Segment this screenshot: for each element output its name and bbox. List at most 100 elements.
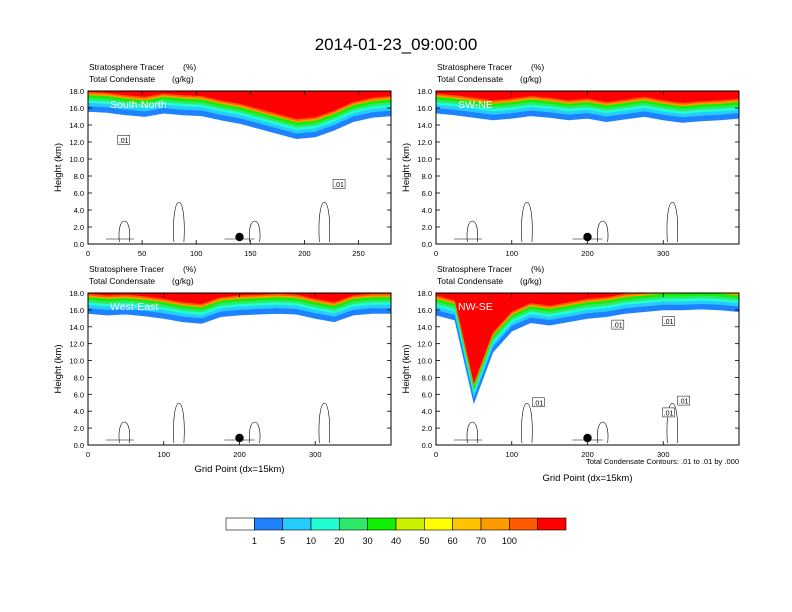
panel-3-field: West-East — [88, 293, 391, 445]
panel-3-ylabel: Height (km) — [53, 344, 64, 393]
panels: .01 .01 South-North Stratosphere Tracer (%) T… — [53, 62, 740, 484]
panel-2-ytick-label-2: 4.0 — [422, 206, 432, 215]
panel-1-location-marker — [235, 232, 244, 242]
panel-4-xtick-label-3: 300 — [657, 450, 670, 459]
contour-note: Total Condensate Contours: .01 to .01 by… — [586, 457, 739, 466]
panel-4-contour-label-box-2 — [611, 319, 625, 330]
panel-1-ytick-label-4: 8.0 — [74, 172, 84, 181]
colorbar-swatch-4 — [310, 517, 340, 531]
panel-1-ytick-label-9: 18.0 — [69, 87, 84, 96]
panel-4-field: .01 .01 .01 .01 .01 NW-SE — [436, 293, 739, 445]
panel-3-title-condensate-unit: (g/kg) — [172, 276, 194, 286]
panel-3-ytick-label-2: 4.0 — [74, 407, 84, 416]
panel-4-ytick-label-8: 16.0 — [417, 306, 432, 315]
panel-4-label: NW-SE — [458, 301, 493, 313]
panel-4-ytick-label-6: 12.0 — [417, 340, 432, 349]
panel-1-ytick-label-3: 6.0 — [74, 189, 84, 198]
panel-4-contour-2 — [521, 402, 533, 444]
panel-1-contour-label-box-1 — [117, 135, 130, 145]
panel-3-ytick-label-8: 16.0 — [69, 306, 84, 315]
panel-3-xtick-label-2: 200 — [233, 450, 246, 459]
panel-4: .01 .01 .01 .01 .01 NW-SE Stratosphere Tracer (… — [401, 264, 740, 484]
panel-4-xlabel: Grid Point (dx=15km) — [542, 473, 632, 484]
panel-4-xtick-label-1: 100 — [505, 450, 518, 459]
panel-4-ytick-label-1: 2.0 — [422, 424, 432, 433]
panel-1-ylabel: Height (km) — [53, 143, 64, 192]
panel-1-tracer-edge — [88, 111, 391, 140]
panel-3-xtick-label-3: 300 — [309, 450, 322, 459]
panel-2-xtick-label-0: 0 — [434, 249, 438, 258]
panel-4-ytick-label-5: 10.0 — [417, 357, 432, 366]
panel-2-label: SW-NE — [458, 99, 493, 111]
panel-3-tracer-edge — [88, 312, 391, 324]
panel-1-title-tracer-unit: (%) — [183, 62, 196, 72]
panel-3-ytick-label-7: 14.0 — [69, 323, 84, 332]
colorbar-swatch-3 — [282, 517, 312, 531]
panel-3-xtick-label-1: 100 — [157, 450, 170, 459]
panel-3-ytick-label-1: 2.0 — [74, 424, 84, 433]
panel-4-title-condensate: Total Condensate — [437, 276, 503, 286]
panel-1-ytick-label-8: 16.0 — [69, 104, 84, 113]
panel-1-contour-label-box-2 — [332, 179, 346, 189]
panel-4-contour-label-box-4 — [677, 395, 690, 406]
panel-4-tracer-band-8 — [436, 293, 739, 384]
panel-4-contour-label-1: .01 — [533, 400, 543, 407]
panel-4-ytick-label-3: 6.0 — [422, 390, 432, 399]
panel-2-title-condensate-unit: (g/kg) — [520, 74, 542, 84]
panel-3-ytick-label-6: 12.0 — [69, 340, 84, 349]
panel-1-contour-2 — [173, 201, 185, 243]
panel-1-ytick-label-5: 10.0 — [69, 155, 84, 164]
panel-1-xtick-label-0: 0 — [86, 249, 90, 258]
panel-2-title-tracer: Stratosphere Tracer — [437, 62, 512, 72]
panel-3-contour-4 — [318, 402, 331, 444]
panel-1-field: .01 .01 South-North — [88, 91, 391, 244]
panel-3-ytick-label-4: 8.0 — [74, 373, 84, 382]
panel-4-title-condensate-unit: (g/kg) — [520, 276, 542, 286]
panel-4-title-tracer: Stratosphere Tracer — [437, 264, 512, 274]
panel-2-ytick-label-9: 18.0 — [417, 87, 432, 96]
panel-3-xtick-label-0: 0 — [86, 450, 90, 459]
panel-1-ytick-label-7: 14.0 — [69, 121, 84, 130]
panel-4-tracer-edge — [436, 308, 739, 405]
colorbar-swatch-5 — [339, 517, 368, 531]
panel-4-xtick-label-0: 0 — [434, 450, 438, 459]
panel-1-contour-3 — [249, 220, 261, 243]
panel-2-contour-2 — [521, 201, 533, 243]
panel-3-contour-3 — [249, 421, 261, 444]
colorbar-swatch-6 — [367, 517, 397, 531]
panel-1-xtick-label-2: 100 — [190, 249, 203, 258]
colorbar-swatch-12 — [537, 517, 567, 531]
panel-2-xtick-label-2: 200 — [581, 249, 594, 258]
figure-title: 2014-01-23_09:00:00 — [315, 35, 478, 54]
panel-1-ytick-label-0: 0.0 — [74, 240, 84, 249]
panel-2-xtick-label-1: 100 — [505, 249, 518, 258]
colorbar-label-2: 5 — [280, 536, 285, 546]
panel-2-ytick-label-1: 2.0 — [422, 223, 432, 232]
panel-1-title-tracer: Stratosphere Tracer — [89, 62, 164, 72]
panel-4-ytick-label-7: 14.0 — [417, 323, 432, 332]
panel-1-ytick-label-6: 12.0 — [69, 138, 84, 147]
colorbar-label-9: 70 — [476, 536, 486, 546]
panel-4-contour-label-5: .01 — [664, 319, 674, 326]
colorbar-label-8: 60 — [448, 536, 458, 546]
panel-3-label: West-East — [110, 301, 158, 313]
panel-1-ytick-label-2: 4.0 — [74, 206, 84, 215]
panel-3-ytick-label-0: 0.0 — [74, 441, 84, 450]
panel-4-location-marker — [583, 433, 592, 443]
panel-1-contour-label-1: .01 — [119, 138, 129, 145]
panel-2-ytick-label-5: 10.0 — [417, 155, 432, 164]
panel-4-contour-label-box-5 — [662, 316, 675, 326]
colorbar: 1 5 10 20 30 40 50 60 70 100 — [225, 517, 567, 546]
panel-3-title-tracer-unit: (%) — [183, 264, 196, 274]
colorbar-swatch-8 — [424, 517, 453, 531]
panel-4-tracer-band-4 — [436, 293, 739, 392]
panel-4-contour-label-box-3 — [662, 407, 675, 418]
panel-3-location-marker — [235, 433, 244, 443]
panel-4-ytick-label-2: 4.0 — [422, 407, 432, 416]
panel-3-xlabel: Grid Point (dx=15km) — [194, 464, 284, 475]
colorbar-label-3: 10 — [306, 536, 316, 546]
colorbar-swatch-1 — [225, 517, 255, 531]
panel-4-xtick-label-2: 200 — [581, 450, 594, 459]
colorbar-swatch-2 — [254, 517, 283, 531]
panel-2-contour-4 — [666, 201, 679, 243]
